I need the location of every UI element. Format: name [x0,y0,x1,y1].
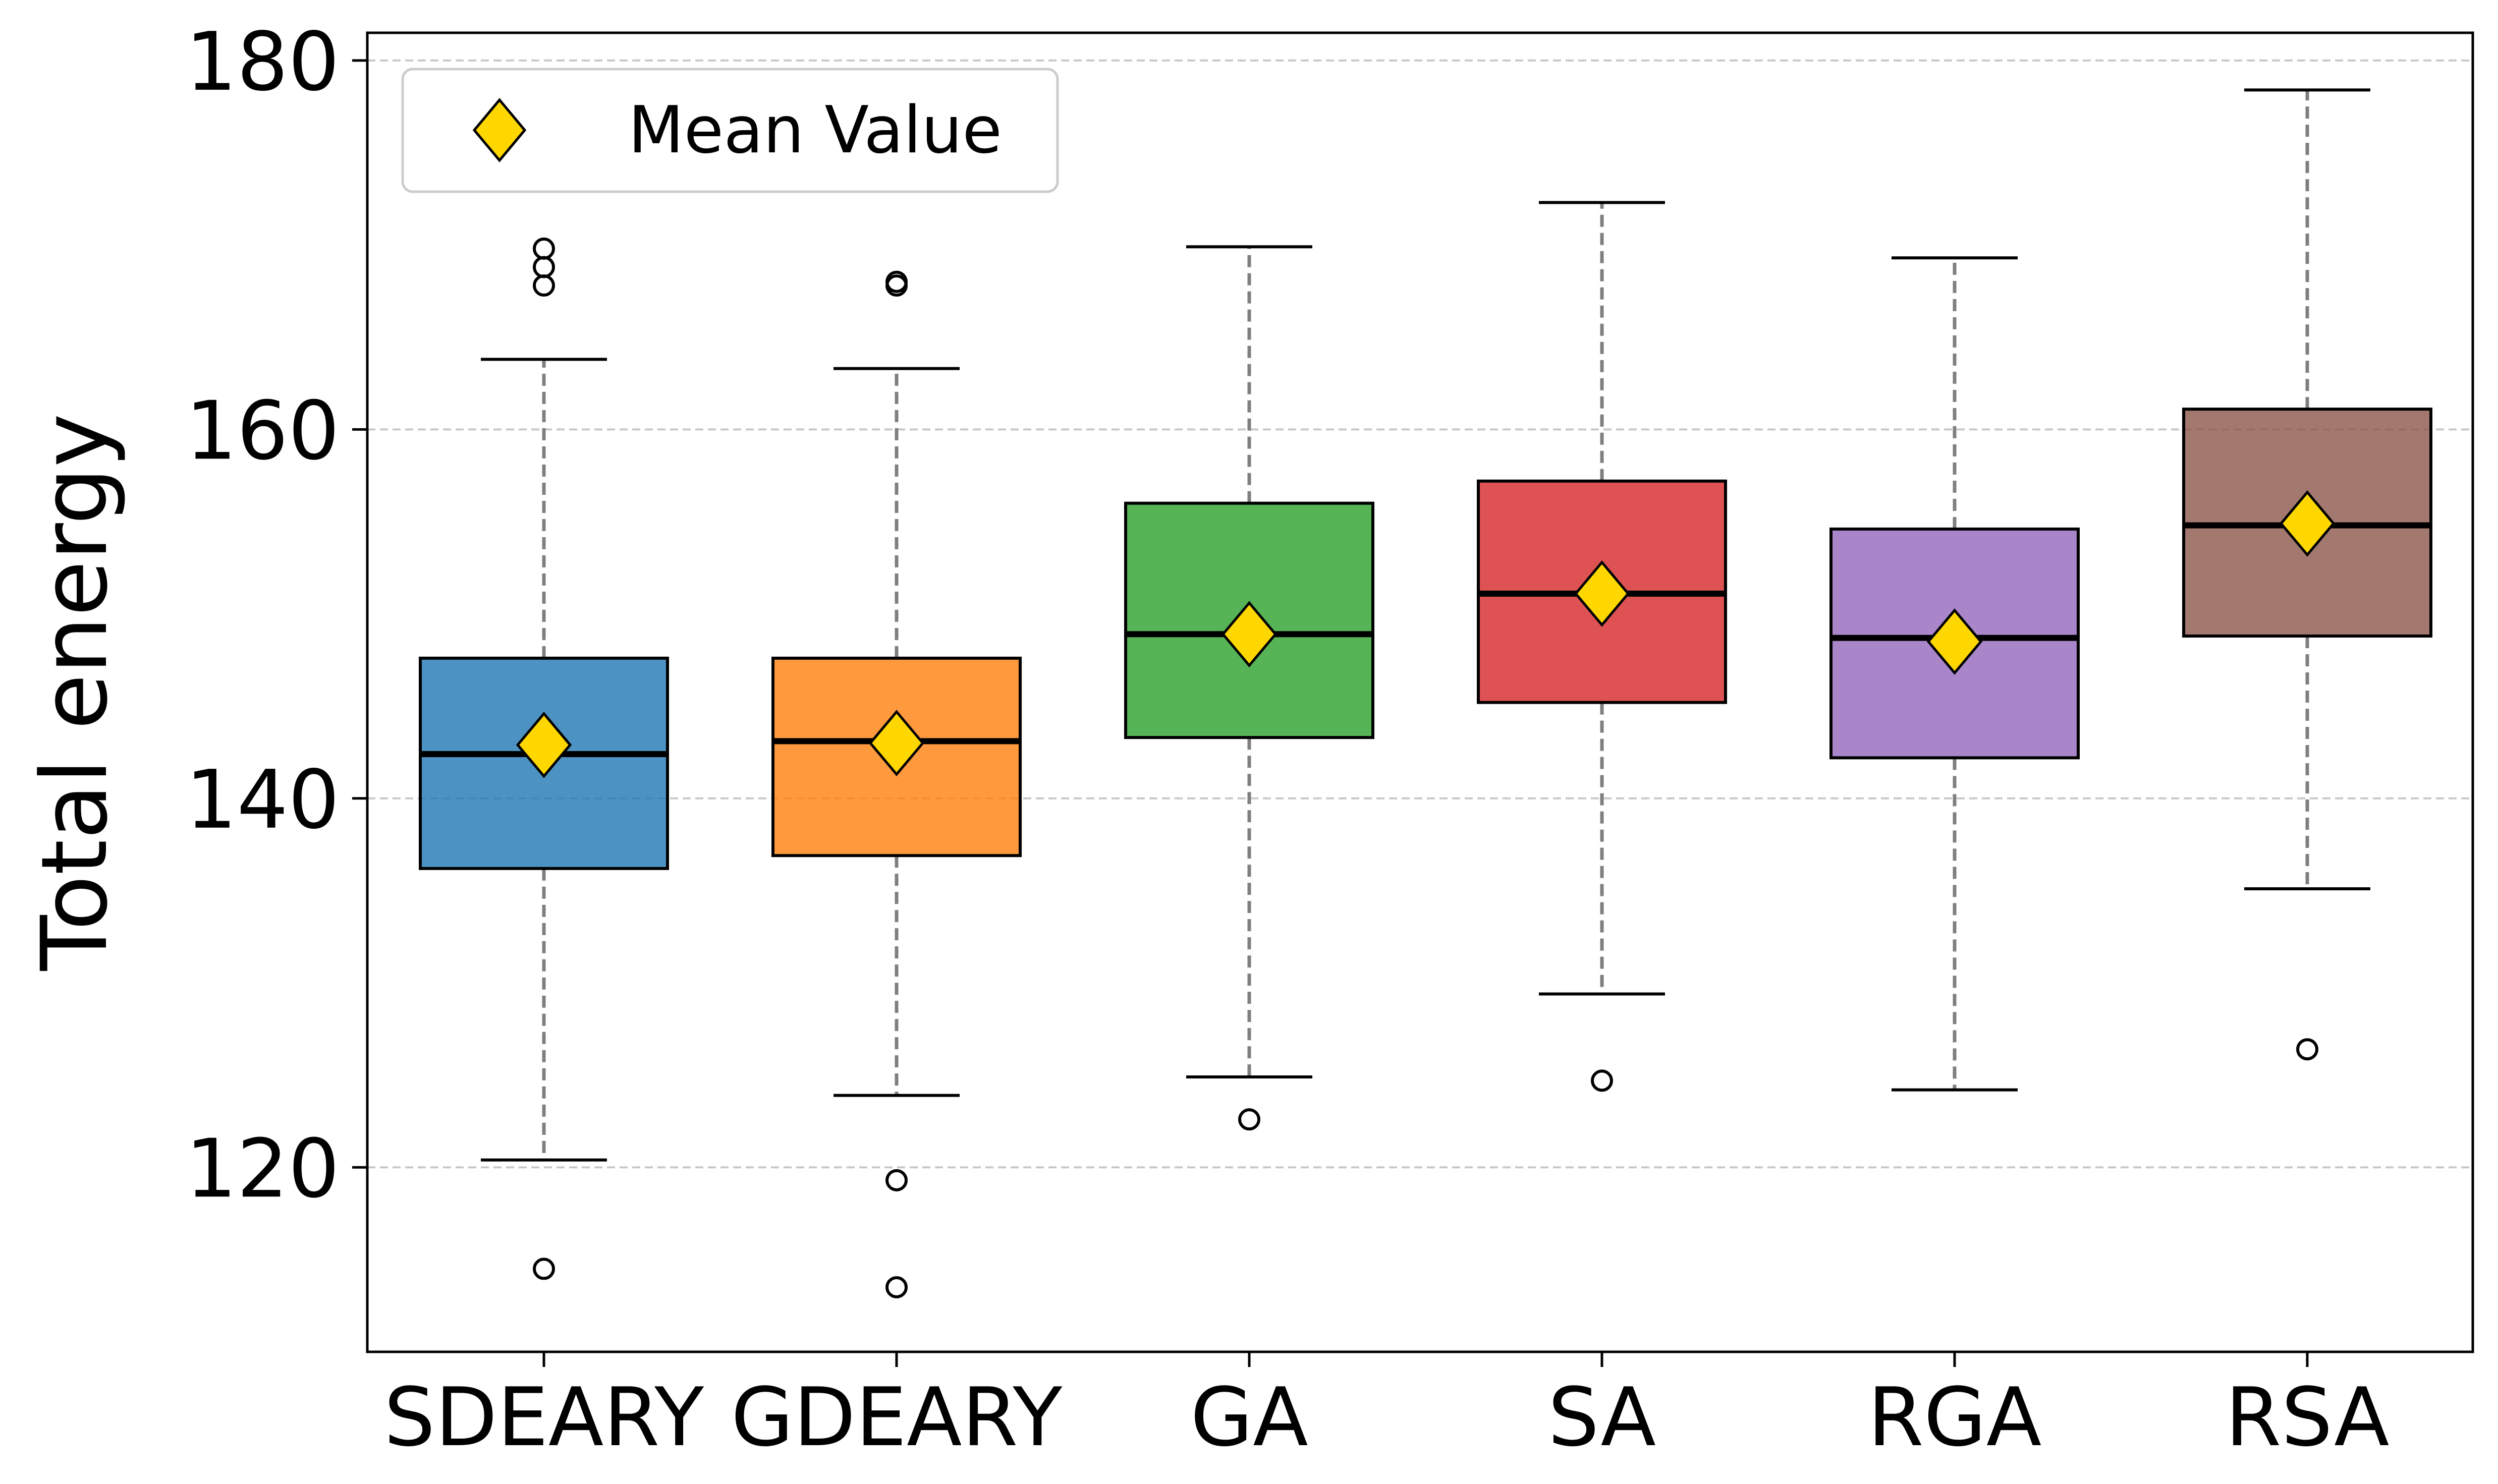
outlier-point [2296,1038,2318,1061]
x-tick-label: RSA [2225,1370,2389,1464]
outlier-point [885,1276,908,1298]
outlier-point [533,256,555,278]
outlier-point [533,274,555,297]
mean-marker [1221,601,1278,668]
y-axis: 120 140 160 180 [186,15,367,1216]
x-tick-label: GA [1190,1370,1308,1464]
legend-frame [401,68,1059,193]
box-group-sdeary [419,237,669,1280]
box-group-rsa [2182,88,2432,1061]
y-tick-label: 160 [186,383,340,478]
x-tick-label: SDEARY [384,1370,704,1464]
x-tick-label: SA [1548,1370,1656,1464]
box-group-sa [1477,201,1727,1092]
box-group-rga [1829,256,2080,1092]
outlier-point [885,270,908,293]
outlier-point [533,1258,555,1280]
box-group-gdeary [771,270,1022,1298]
mean-marker [868,710,925,776]
x-tick-label: RGA [1868,1370,2042,1464]
mean-marker [2279,490,2336,557]
grid-lines [367,59,2473,1169]
x-axis: SDEARY GDEARY GA SA RGA RSA [384,1352,2390,1464]
legend-label: Mean Value [628,93,1002,168]
outlier-point [533,237,555,260]
axes-frame [366,31,2474,1353]
legend-mean-marker [472,98,527,162]
y-axis-title: Total energy [22,414,128,972]
box-group-ga [1124,245,1374,1131]
outlier-point [1238,1108,1260,1131]
x-tick-label: GDEARY [731,1370,1063,1464]
y-tick-label: 120 [186,1121,340,1216]
outlier-point [885,1169,908,1191]
plot-area [419,88,2432,1298]
mean-marker [516,711,572,778]
outlier-point [1591,1069,1613,1092]
legend: Mean Value [401,68,1059,193]
y-tick-label: 140 [186,753,340,847]
mean-marker [1574,560,1630,627]
y-tick-label: 180 [186,15,340,109]
mean-marker [1926,608,1983,675]
